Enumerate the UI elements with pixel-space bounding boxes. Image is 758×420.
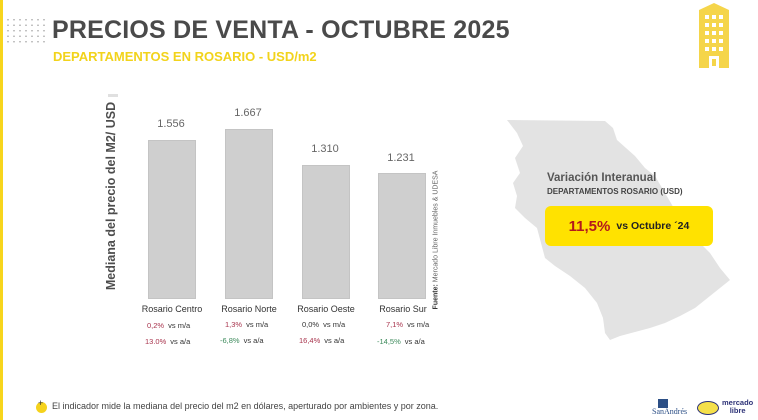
bar-value-label: 1.231 [387, 152, 415, 164]
interannual-title: Variación Interanual [547, 172, 657, 184]
bar-rosario-centro [148, 140, 196, 299]
mom-variation: 7,1% vs m/a [386, 320, 430, 329]
handshake-icon [697, 401, 719, 415]
mom-variation: 1,3% vs m/a [225, 320, 269, 329]
left-accent-stripe [0, 0, 3, 420]
bar-rosario-sur [378, 173, 426, 299]
yoy-variation: 13.0% vs a/a [145, 337, 191, 346]
bar-value-label: 1.556 [157, 118, 185, 130]
bar-rosario-oeste [302, 165, 350, 299]
yoy-variation: 16,4% vs a/a [299, 336, 345, 345]
category-label: Rosario Centro [141, 304, 203, 314]
y-tick [108, 94, 118, 97]
interannual-value: 11,5% [568, 217, 611, 235]
mom-variation: 0,2% vs m/a [147, 321, 191, 330]
category-label: Rosario Sur [379, 304, 427, 314]
building-icon [699, 3, 729, 68]
source-note: Fuente: Mercado Libre Inmuebles & UDESA [432, 170, 440, 310]
bar-value-label: 1.310 [311, 143, 339, 155]
page-subtitle: DEPARTAMENTOS EN ROSARIO - USD/m2 [53, 49, 317, 64]
page-title: PRECIOS DE VENTA - OCTUBRE 2025 [52, 16, 510, 44]
y-axis-label: Mediana del precio del M2/ USD [104, 101, 118, 291]
dot-grid-decoration [5, 17, 47, 45]
footnote: El indicador mide la mediana del precio … [52, 401, 439, 411]
interannual-highlight-box: 11,5% vs Octubre ´24 [545, 206, 713, 246]
interannual-comparison: vs Octubre ´24 [616, 220, 690, 232]
yoy-variation: -14,5% vs a/a [377, 337, 425, 346]
sanandres-logo: SanAndrés [652, 399, 692, 417]
shield-icon [658, 399, 668, 408]
bar-rosario-norte [225, 129, 273, 299]
category-label: Rosario Oeste [297, 304, 355, 314]
yoy-variation: -6,8% vs a/a [220, 336, 264, 345]
interannual-subtitle: DEPARTAMENTOS ROSARIO (USD) [547, 187, 683, 196]
bottom-accent-stripe [0, 390, 3, 420]
bar-value-label: 1.667 [234, 107, 262, 119]
mom-variation: 0,0% vs m/a [302, 320, 346, 329]
mercadolibre-logo: mercado libre [697, 398, 757, 418]
category-label: Rosario Norte [221, 304, 277, 314]
bullet-icon [36, 398, 47, 413]
